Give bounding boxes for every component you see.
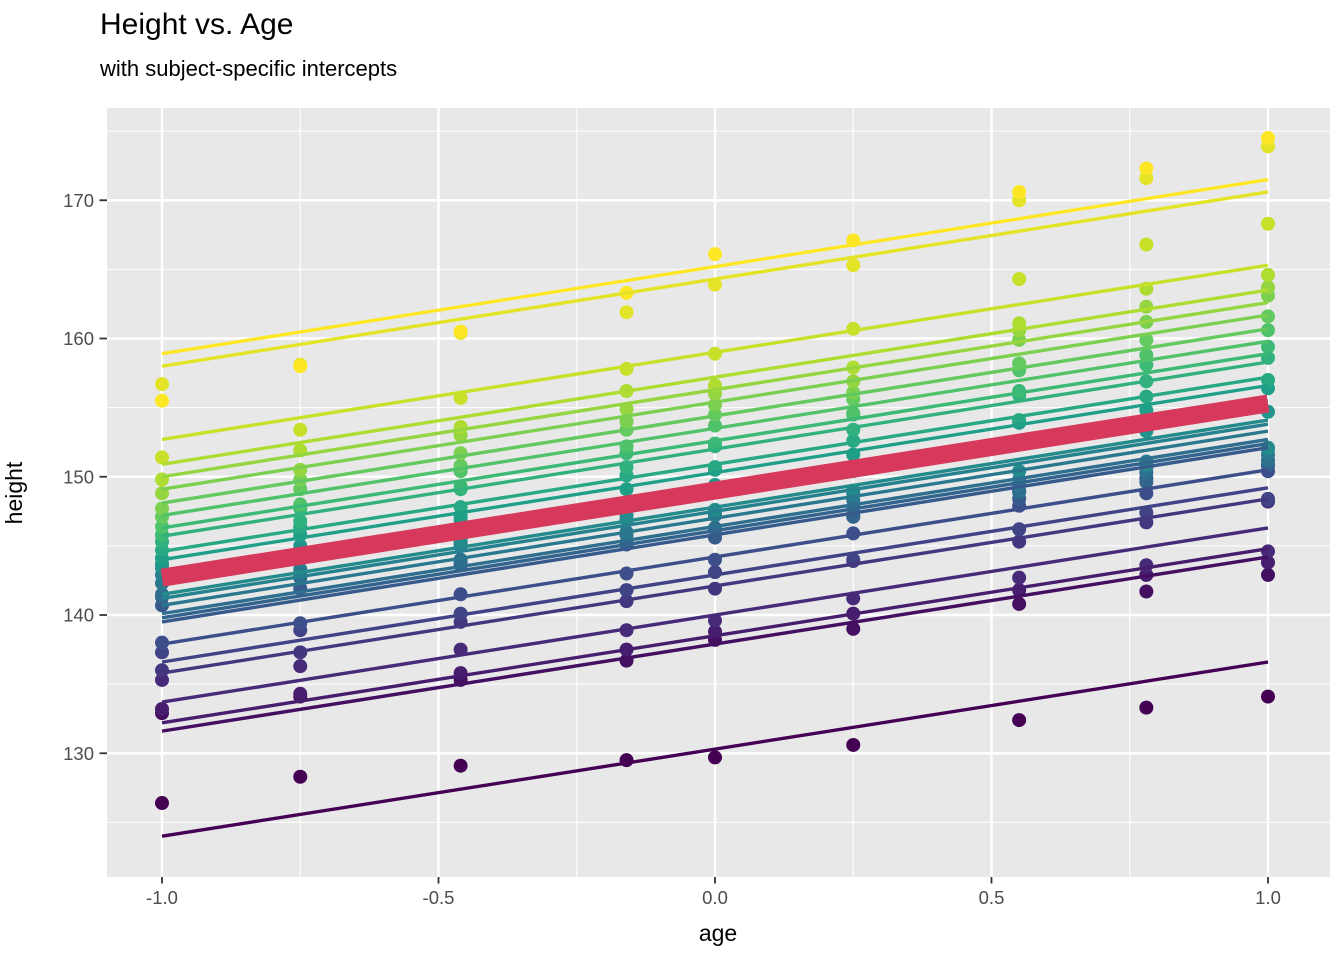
subject-line [161, 263, 1269, 442]
x-tick-label: 0.0 [702, 887, 728, 908]
data-point [1261, 567, 1275, 582]
x-tick-label: 1.0 [1255, 887, 1281, 908]
subject-line [161, 352, 1269, 530]
data-point [1261, 689, 1275, 704]
subject-line [161, 422, 1269, 601]
chart-subtitle: with subject-specific intercepts [100, 56, 398, 81]
y-tick-label: 150 [63, 466, 94, 487]
subject-line [161, 327, 1269, 505]
x-tick-label: -1.0 [146, 887, 178, 908]
y-tick-label: 130 [63, 743, 94, 764]
subject-line [161, 660, 1269, 838]
data-point [1139, 475, 1154, 490]
data-point [293, 422, 308, 437]
subject-line [161, 300, 1269, 479]
subject-line [161, 468, 1269, 646]
subject-line [161, 339, 1269, 518]
subject-line [161, 190, 1269, 368]
data-point [1261, 216, 1275, 231]
subject-line [161, 429, 1269, 608]
subject-line [161, 546, 1269, 725]
data-point [155, 645, 169, 660]
data-point [453, 324, 468, 339]
data-point [1139, 237, 1154, 252]
data-point [846, 737, 861, 752]
data-point [1012, 596, 1027, 611]
data-point [1012, 713, 1027, 728]
data-point [155, 702, 169, 717]
subject-line [161, 486, 1269, 664]
y-tick-label: 170 [63, 190, 94, 211]
subject-line [161, 177, 1269, 356]
data-point [155, 377, 169, 392]
data-point [1261, 267, 1275, 282]
subject-line [161, 497, 1269, 675]
subject-line [161, 555, 1269, 733]
subject-line [161, 360, 1269, 538]
x-tick-label: 0.5 [979, 887, 1005, 908]
data-point [155, 663, 169, 678]
data-point [1139, 171, 1154, 186]
subject-line [161, 288, 1269, 466]
subject-line [161, 446, 1269, 624]
data-point [1139, 161, 1154, 176]
data-point [708, 247, 722, 262]
data-point [846, 621, 861, 636]
data-point [293, 359, 308, 374]
data-point [453, 758, 468, 773]
data-point [1012, 184, 1027, 199]
data-point [846, 406, 861, 421]
data-point [155, 501, 169, 516]
data-point [846, 258, 861, 273]
data-point [1012, 316, 1027, 331]
y-tick-label: 140 [63, 605, 94, 626]
data-point [293, 513, 308, 528]
data-point [155, 450, 169, 465]
x-axis-title: age [698, 920, 738, 946]
data-point [155, 393, 169, 408]
data-point [293, 686, 308, 701]
subject-line [161, 441, 1269, 620]
data-point [1012, 570, 1027, 585]
y-tick-label: 160 [63, 328, 94, 349]
data-point [1139, 700, 1154, 715]
data-point [1012, 272, 1027, 287]
data-point [1139, 584, 1154, 599]
y-axis-title: height [1, 461, 27, 525]
mean-line [160, 394, 1270, 587]
data-point [155, 796, 169, 811]
chart-title: Height vs. Age [100, 8, 294, 41]
data-point [708, 750, 722, 765]
data-point [1261, 131, 1275, 146]
subject-line [161, 418, 1269, 596]
x-tick-label: -0.5 [423, 887, 455, 908]
subject-line [161, 437, 1269, 616]
subject-line [161, 383, 1269, 562]
subject-line [161, 313, 1269, 491]
data-point [155, 672, 169, 687]
subject-line [161, 375, 1269, 554]
data-point [293, 769, 308, 784]
data-point [619, 305, 634, 320]
data-point [293, 659, 308, 674]
subject-line [161, 526, 1269, 704]
